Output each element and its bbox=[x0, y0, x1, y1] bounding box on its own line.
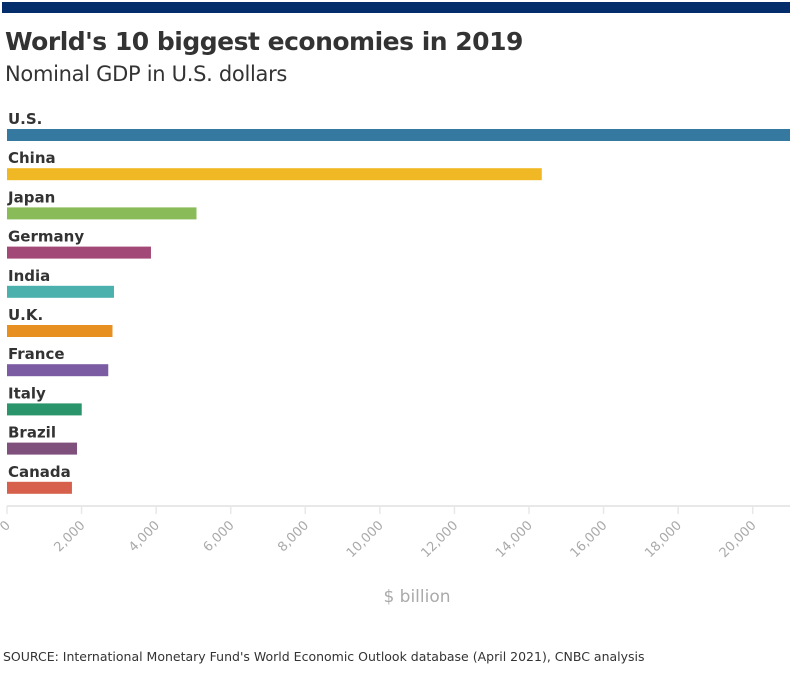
x-tick-label: 10,000 bbox=[344, 518, 387, 561]
bar-uk bbox=[7, 325, 113, 337]
x-tick-label: 6,000 bbox=[201, 518, 238, 555]
bar-label: U.S. bbox=[8, 110, 42, 128]
bar-label: India bbox=[8, 267, 50, 285]
x-tick-label: 8,000 bbox=[275, 518, 312, 555]
bar-us bbox=[7, 129, 790, 141]
x-tick-label: 16,000 bbox=[568, 518, 611, 561]
bar-label: U.K. bbox=[8, 306, 43, 324]
chart-subtitle: Nominal GDP in U.S. dollars bbox=[5, 62, 288, 86]
x-tick-label: 0 bbox=[0, 518, 14, 534]
x-axis-title: $ billion bbox=[383, 587, 450, 607]
bar-canada bbox=[7, 481, 72, 494]
x-tick-label: 12,000 bbox=[418, 518, 461, 561]
bar-label: Brazil bbox=[8, 424, 56, 442]
bar-label: China bbox=[8, 149, 56, 167]
x-tick-label: 20,000 bbox=[717, 518, 760, 561]
x-tick-label: 2,000 bbox=[51, 518, 88, 555]
bar-france bbox=[7, 364, 109, 377]
bar-india bbox=[7, 285, 114, 298]
source-note: SOURCE: International Monetary Fund's Wo… bbox=[3, 649, 645, 664]
x-tick-label: 14,000 bbox=[493, 518, 536, 561]
top-accent-bar bbox=[2, 2, 790, 13]
bar-label: Japan bbox=[7, 188, 55, 206]
bar-brazil bbox=[7, 442, 78, 455]
bar-label: France bbox=[8, 345, 65, 363]
bar-chart: U.S. China Japan Germany India U.K. France Ital… bbox=[0, 110, 790, 607]
bar-label: Canada bbox=[8, 463, 71, 481]
bar-italy bbox=[7, 403, 82, 416]
bar-label: Germany bbox=[8, 228, 84, 246]
x-tick-label: 18,000 bbox=[642, 518, 685, 561]
chart-title: World's 10 biggest economies in 2019 bbox=[5, 27, 523, 56]
bar-germany bbox=[7, 246, 151, 259]
bar-china bbox=[7, 168, 542, 181]
bar-label: Italy bbox=[8, 384, 46, 402]
x-tick-label: 4,000 bbox=[126, 518, 163, 555]
bar-japan bbox=[7, 207, 197, 220]
